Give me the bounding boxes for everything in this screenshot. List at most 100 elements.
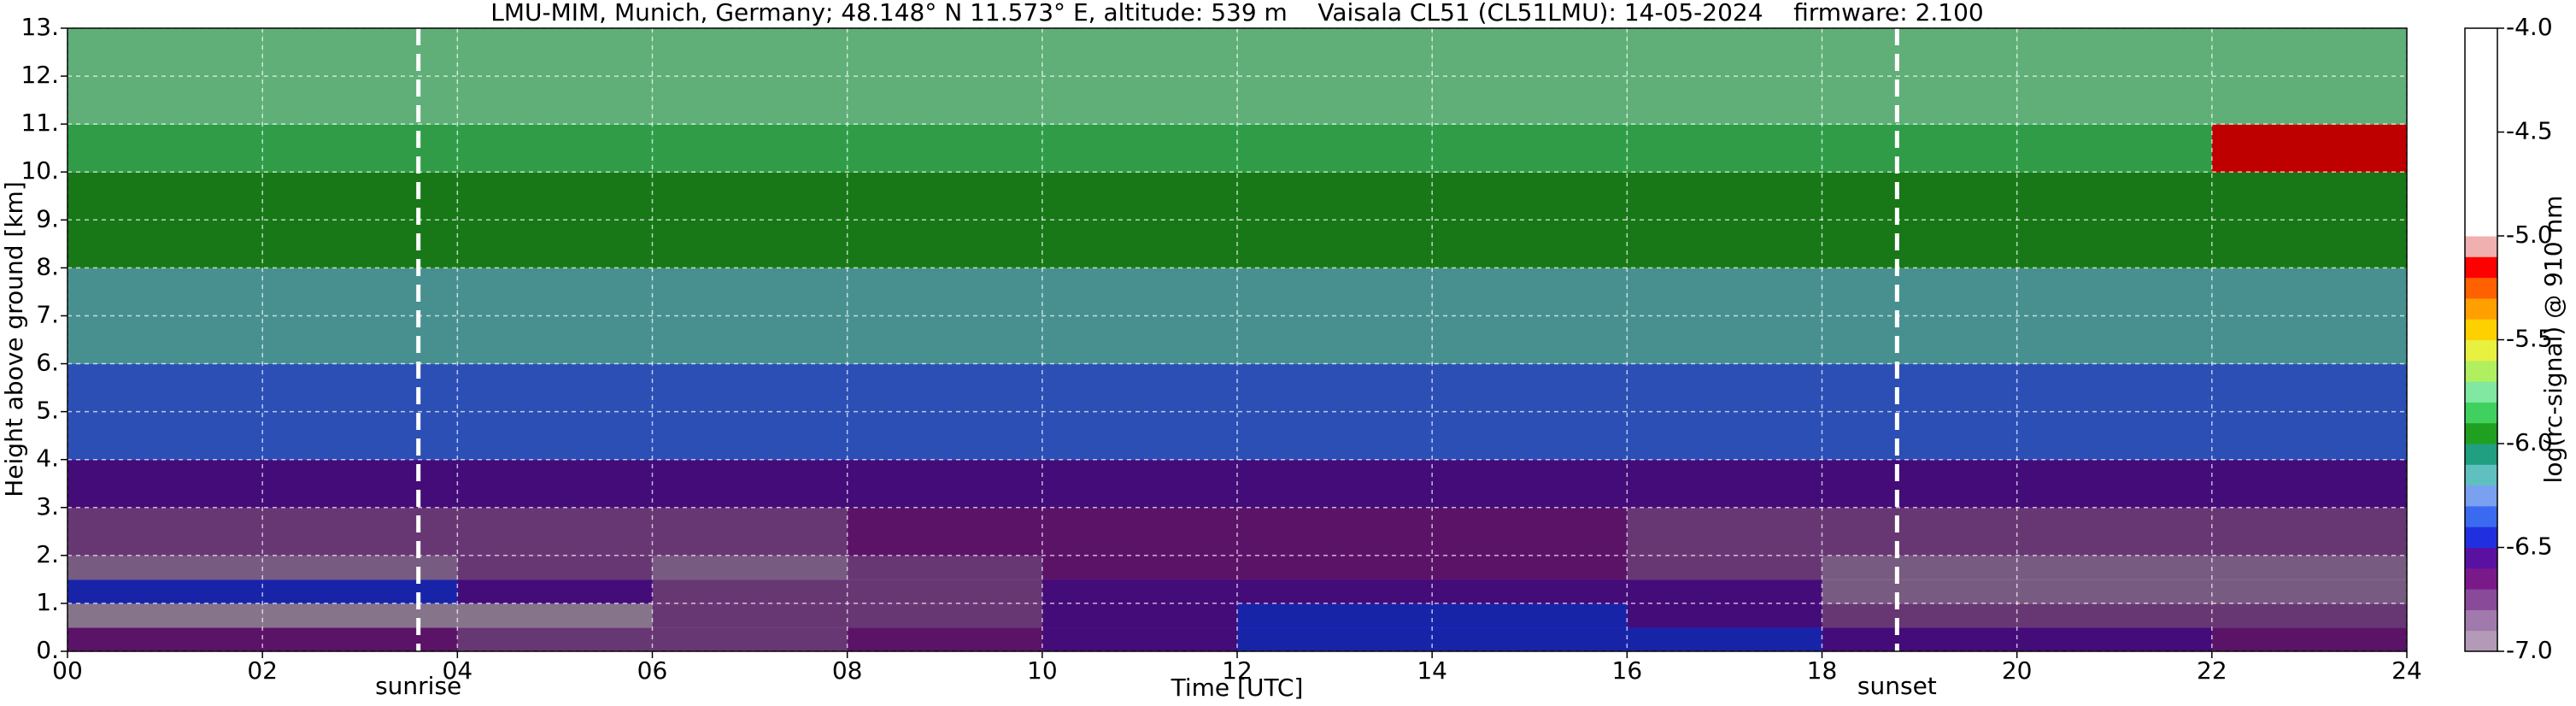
colorbar-label: log(rc-signal) @ 910 nm — [2539, 196, 2567, 484]
heatmap-cell — [1432, 627, 1628, 652]
heatmap-cell — [2016, 363, 2213, 461]
heatmap-cell — [1237, 124, 1433, 173]
colorbar-band — [2465, 28, 2497, 237]
colorbar-tick-label: -6.0 — [2506, 428, 2553, 456]
x-tick-label: 04 — [443, 656, 473, 685]
heatmap-cell — [262, 555, 458, 580]
heatmap-cell — [1042, 363, 1238, 461]
colorbar-band — [2465, 444, 2497, 465]
y-tick-label: 4. — [36, 444, 59, 473]
x-tick-label: 08 — [832, 656, 863, 685]
colorbar-band — [2465, 339, 2497, 362]
heatmap-cell — [1432, 459, 1628, 509]
y-tick-label: 8. — [36, 252, 59, 280]
heatmap-cell — [1822, 603, 2018, 628]
heatmap-cell — [1627, 268, 1822, 365]
colorbar-band — [2465, 360, 2497, 382]
heatmap-cell — [457, 459, 653, 509]
heatmap-cell — [457, 507, 653, 556]
colorbar-band — [2465, 547, 2497, 569]
heatmap-cell — [1627, 459, 1822, 509]
heatmap-cell — [457, 603, 653, 628]
heatmap-cell — [262, 507, 458, 556]
heatmap-cell — [67, 555, 263, 580]
x-tick-label: 16 — [1612, 656, 1643, 685]
heatmap-cell — [2016, 124, 2213, 173]
colorbar-band — [2465, 485, 2497, 507]
heatmap-cell — [1042, 555, 1238, 580]
heatmap-cell — [67, 627, 263, 652]
heatmap-cell — [2016, 507, 2213, 556]
y-tick-label: 0. — [36, 636, 59, 664]
heatmap-cell — [262, 579, 458, 604]
heatmap-cell — [2016, 459, 2213, 509]
colorbar-band — [2465, 381, 2497, 403]
heatmap-cell — [1822, 268, 2018, 365]
y-tick-label: 7. — [36, 300, 59, 328]
heatmap-cell — [1432, 579, 1628, 604]
heatmap-cell — [1042, 459, 1238, 509]
heatmap-cell — [1042, 579, 1238, 604]
heatmap-cell — [1822, 627, 2018, 652]
y-tick-label: 2. — [36, 540, 59, 568]
heatmap-cell — [1237, 555, 1433, 580]
heatmap-cell — [1432, 507, 1628, 556]
x-tick-label: 24 — [2391, 656, 2422, 685]
heatmap-cell — [2211, 627, 2408, 652]
heatmap-cell — [847, 172, 1043, 268]
heatmap-cell — [1042, 268, 1238, 365]
heatmap-cell — [2211, 459, 2408, 509]
heatmap-cell — [1237, 627, 1433, 652]
y-axis-label: Height above ground [km] — [0, 181, 28, 497]
heatmap-cell — [457, 555, 653, 580]
y-tick-label: 3. — [36, 492, 59, 521]
heatmap-cell — [2016, 555, 2213, 580]
annotation-label: sunset — [1857, 672, 1937, 700]
heatmap-cell — [847, 363, 1043, 461]
heatmap-cell — [1042, 507, 1238, 556]
heatmap-cell — [1627, 555, 1822, 580]
heatmap-cell — [847, 28, 1043, 125]
y-tick-label: 5. — [36, 397, 59, 425]
colorbar-band — [2465, 402, 2497, 424]
heatmap-cell — [2211, 579, 2408, 604]
heatmap-cell — [1237, 579, 1433, 604]
colorbar-band — [2465, 527, 2497, 548]
heatmap-cell — [2016, 603, 2213, 628]
heatmap-cell — [2016, 268, 2213, 365]
x-tick-label: 06 — [637, 656, 668, 685]
colorbar-band — [2465, 505, 2497, 527]
heatmap-cell — [67, 124, 263, 173]
chart-title: LMU-MIM, Munich, Germany; 48.148° N 11.5… — [490, 0, 1984, 26]
colorbar-tick-label: -4.0 — [2506, 13, 2553, 41]
y-tick-label: 9. — [36, 204, 59, 232]
heatmap-cell — [457, 627, 653, 652]
heatmap-cell — [1042, 28, 1238, 125]
x-tick-label: 12 — [1222, 656, 1253, 685]
heatmap-cell — [457, 124, 653, 173]
heatmap-cell — [2211, 507, 2408, 556]
colorbar-band — [2465, 630, 2497, 652]
heatmap-cell — [67, 579, 263, 604]
heatmap-cell — [262, 603, 458, 628]
heatmap-cell — [847, 603, 1043, 628]
x-tick-label: 22 — [2197, 656, 2227, 685]
colorbar-band — [2465, 422, 2497, 444]
x-tick-label: 00 — [52, 656, 83, 685]
heatmap-cell — [262, 459, 458, 509]
y-tick-label: 10. — [21, 156, 59, 185]
heatmap-cell — [1822, 124, 2018, 173]
heatmap-cell — [1237, 507, 1433, 556]
heatmap-cell — [67, 459, 263, 509]
y-tick-label: 11. — [21, 109, 59, 137]
heatmap-cell — [652, 579, 848, 604]
heatmap-cell — [652, 172, 848, 268]
heatmap-cell — [1627, 363, 1822, 461]
heatmap-cell — [262, 124, 458, 173]
x-tick-label: 10 — [1027, 656, 1058, 685]
heatmap-cell — [2016, 627, 2213, 652]
heatmap-cell — [652, 555, 848, 580]
heatmap-cell — [1627, 603, 1822, 628]
heatmap-cell — [1432, 603, 1628, 628]
